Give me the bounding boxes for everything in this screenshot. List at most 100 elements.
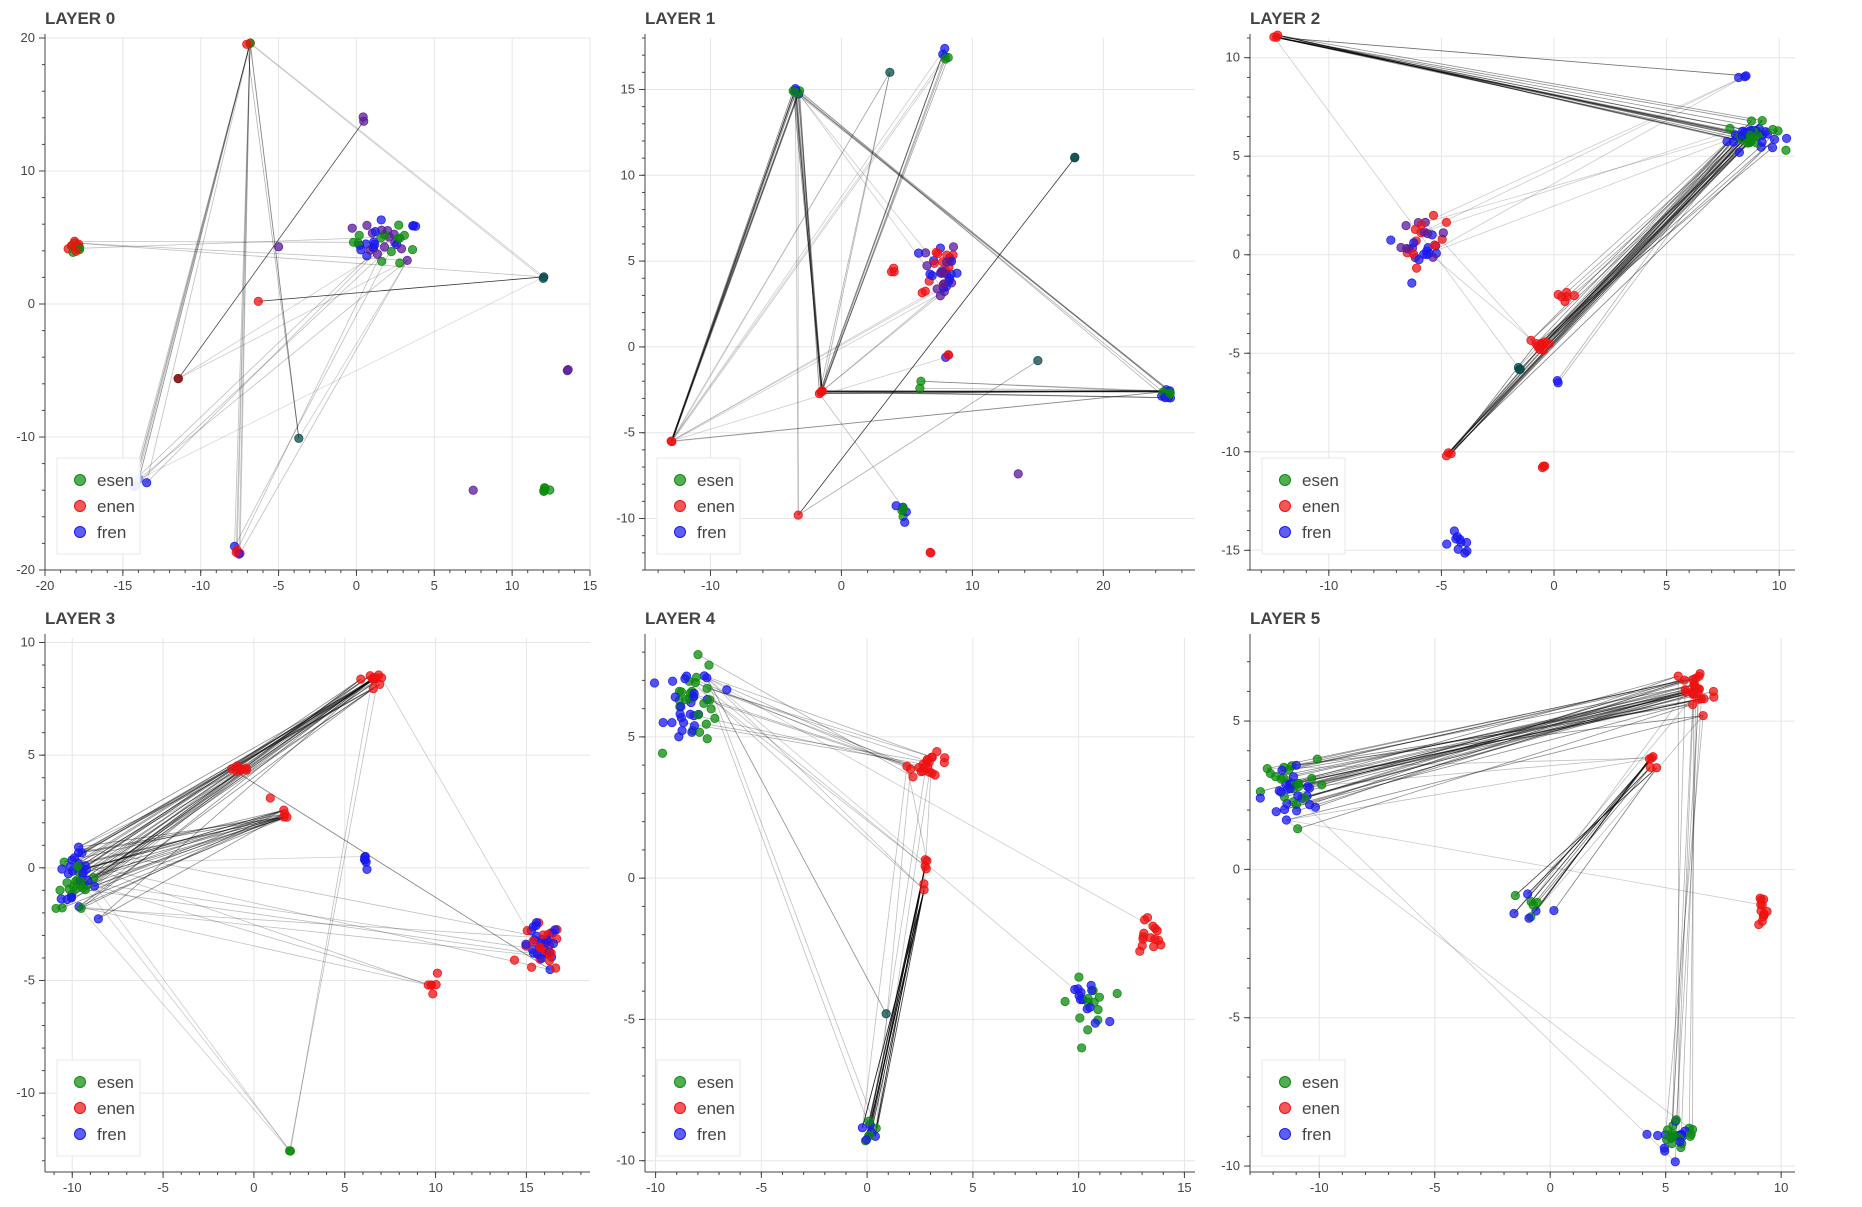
data-point[interactable] (429, 990, 437, 998)
data-point[interactable] (65, 885, 73, 893)
data-point[interactable] (920, 763, 928, 771)
data-point[interactable] (395, 221, 403, 229)
data-point[interactable] (1533, 898, 1541, 906)
data-point[interactable] (1272, 807, 1280, 815)
data-point[interactable] (1305, 784, 1313, 792)
data-point[interactable] (901, 518, 909, 526)
data-point[interactable] (1311, 803, 1319, 811)
data-point[interactable] (363, 221, 371, 229)
data-point[interactable] (949, 243, 957, 251)
data-point[interactable] (361, 853, 369, 861)
data-point[interactable] (1091, 1019, 1099, 1027)
data-point[interactable] (1095, 993, 1103, 1001)
data-point[interactable] (1671, 1158, 1679, 1166)
data-point[interactable] (702, 720, 710, 728)
data-point[interactable] (1738, 132, 1746, 140)
data-point[interactable] (1558, 293, 1566, 301)
data-point[interactable] (1277, 788, 1285, 796)
data-point[interactable] (1741, 72, 1749, 80)
data-point[interactable] (1439, 229, 1447, 237)
data-point[interactable] (1735, 148, 1743, 156)
data-point[interactable] (357, 675, 365, 683)
data-point[interactable] (941, 55, 949, 63)
data-point[interactable] (1723, 137, 1731, 145)
data-point[interactable] (694, 650, 702, 658)
data-point[interactable] (552, 964, 560, 972)
data-point[interactable] (659, 718, 667, 726)
data-point[interactable] (1149, 922, 1157, 930)
data-point[interactable] (369, 684, 377, 692)
data-point[interactable] (537, 954, 545, 962)
data-point[interactable] (266, 794, 274, 802)
data-point[interactable] (671, 693, 679, 701)
data-point[interactable] (387, 247, 395, 255)
data-point[interactable] (1745, 138, 1753, 146)
data-point[interactable] (94, 915, 102, 923)
data-point[interactable] (1647, 754, 1655, 762)
data-point[interactable] (232, 548, 240, 556)
data-point[interactable] (688, 728, 696, 736)
data-point[interactable] (1280, 805, 1288, 813)
data-point[interactable] (1442, 218, 1450, 226)
data-point[interactable] (1444, 449, 1452, 457)
data-point[interactable] (1282, 816, 1290, 824)
data-point[interactable] (926, 548, 934, 556)
data-point[interactable] (1463, 547, 1471, 555)
data-point[interactable] (67, 894, 75, 902)
data-point[interactable] (539, 931, 547, 939)
data-point[interactable] (1457, 538, 1465, 546)
data-point[interactable] (1643, 1130, 1651, 1138)
data-point[interactable] (529, 923, 537, 931)
data-point[interactable] (1430, 241, 1438, 249)
data-point[interactable] (1294, 792, 1302, 800)
data-point[interactable] (348, 224, 356, 232)
data-point[interactable] (1076, 1014, 1084, 1022)
data-point[interactable] (790, 88, 798, 96)
data-point[interactable] (909, 773, 917, 781)
data-point[interactable] (658, 749, 666, 757)
data-point[interactable] (254, 297, 262, 305)
data-point[interactable] (886, 68, 894, 76)
data-point[interactable] (882, 1010, 890, 1018)
data-point[interactable] (371, 227, 379, 235)
data-point[interactable] (1687, 1130, 1695, 1138)
data-point[interactable] (923, 261, 931, 269)
data-point[interactable] (1539, 462, 1547, 470)
data-point[interactable] (79, 869, 87, 877)
data-point[interactable] (281, 810, 289, 818)
data-point[interactable] (372, 673, 380, 681)
data-point[interactable] (357, 246, 365, 254)
data-point[interactable] (703, 684, 711, 692)
data-point[interactable] (939, 268, 947, 276)
data-point[interactable] (1292, 807, 1300, 815)
data-point[interactable] (540, 487, 548, 495)
data-point[interactable] (1075, 973, 1083, 981)
data-point[interactable] (536, 943, 544, 951)
data-point[interactable] (1696, 669, 1704, 677)
data-point[interactable] (700, 672, 708, 680)
data-point[interactable] (1292, 761, 1300, 769)
data-point[interactable] (370, 238, 378, 246)
data-point[interactable] (817, 388, 825, 396)
data-point[interactable] (510, 956, 518, 964)
data-point[interactable] (1266, 769, 1274, 777)
data-point[interactable] (274, 243, 282, 251)
data-point[interactable] (1289, 773, 1297, 781)
data-point[interactable] (1308, 774, 1316, 782)
data-point[interactable] (899, 504, 907, 512)
data-point[interactable] (360, 117, 368, 125)
data-point[interactable] (1313, 755, 1321, 763)
data-point[interactable] (56, 886, 64, 894)
data-point[interactable] (1510, 909, 1518, 917)
data-point[interactable] (1758, 116, 1766, 124)
data-point[interactable] (1782, 134, 1790, 142)
data-point[interactable] (1758, 138, 1766, 146)
data-point[interactable] (1726, 124, 1734, 132)
data-point[interactable] (711, 714, 719, 722)
data-point[interactable] (1411, 225, 1419, 233)
data-point[interactable] (1536, 343, 1544, 351)
data-point[interactable] (921, 862, 929, 870)
